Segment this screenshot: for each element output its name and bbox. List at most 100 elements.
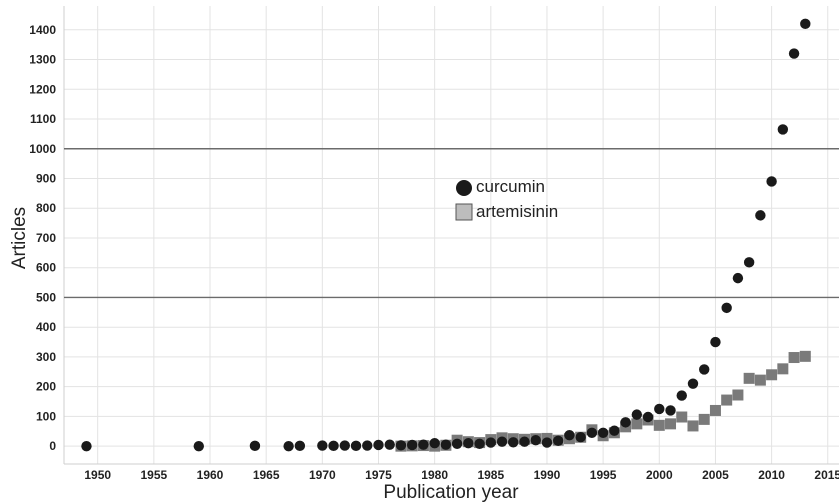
curcumin-point: [676, 390, 687, 401]
y-tick-label: 1200: [29, 82, 56, 96]
y-tick-label: 700: [36, 231, 56, 245]
artemisinin-point: [754, 374, 766, 386]
artemisinin-point: [732, 389, 744, 401]
curcumin-point: [530, 435, 541, 446]
artemisinin-point: [631, 418, 643, 430]
y-tick-label: 1100: [30, 112, 56, 126]
artemisinin-point: [709, 404, 721, 416]
y-tick-label: 600: [36, 261, 56, 275]
reference-lines: [64, 148, 839, 299]
curcumin-point: [463, 437, 474, 449]
curcumin-point: [451, 438, 463, 449]
legend-label-curcumin: curcumin: [476, 177, 545, 196]
curcumin-point: [743, 257, 755, 268]
x-tick-label: 1970: [309, 468, 336, 482]
artemisinin-point: [665, 418, 677, 430]
legend-marker-artemisinin: [455, 203, 473, 221]
curcumin-point: [800, 18, 811, 30]
curcumin-point: [406, 439, 418, 451]
y-tick-label: 1400: [29, 23, 56, 37]
curcumin-point: [631, 409, 643, 420]
x-tick-label: 2015: [814, 468, 839, 482]
artemisinin-point: [653, 419, 665, 431]
artemisinin-point: [777, 363, 789, 375]
y-tick-label: 900: [36, 171, 56, 185]
y-tick-label: 300: [36, 350, 56, 364]
y-axis-title: Articles: [9, 207, 30, 269]
x-tick-label: 1985: [477, 468, 504, 482]
curcumin-point: [395, 440, 407, 451]
curcumin-point: [496, 436, 508, 447]
artemisinin-point: [676, 411, 688, 423]
curcumin-point: [597, 427, 609, 438]
curcumin-point: [710, 336, 721, 348]
legend-marker-curcumin: [456, 180, 472, 196]
curcumin-point: [687, 378, 699, 389]
x-tick-label: 2005: [702, 468, 729, 482]
curcumin-point: [317, 440, 328, 451]
y-tick-label: 800: [36, 201, 56, 215]
curcumin-point: [654, 403, 665, 415]
artemisinin-point: [721, 394, 733, 406]
curcumin-point: [81, 440, 92, 452]
curcumin-point: [541, 437, 553, 448]
curcumin-point: [350, 440, 362, 452]
y-tick-label: 100: [36, 409, 56, 423]
artemisinin-point: [766, 369, 778, 381]
curcumin-point: [508, 437, 519, 448]
x-tick-label: 2000: [646, 468, 673, 482]
curcumin-point: [642, 411, 654, 423]
y-tick-label: 0: [49, 439, 56, 453]
artemisinin-point: [698, 413, 710, 425]
legend-label-artemisinin: artemisinin: [476, 202, 558, 221]
curcumin-point: [328, 440, 339, 452]
curcumin-point: [553, 435, 564, 447]
y-tick-label: 1300: [29, 53, 56, 67]
legend: curcumin artemisinin: [455, 177, 558, 221]
x-tick-label: 1990: [534, 468, 561, 482]
x-tick-label: 1975: [365, 468, 392, 482]
curcumin-point: [429, 437, 440, 449]
curcumin-point: [788, 48, 800, 59]
x-tick-label: 1980: [421, 468, 448, 482]
curcumin-point: [373, 439, 384, 451]
x-tick-label: 1950: [84, 468, 111, 482]
curcumin-point: [609, 425, 620, 436]
curcumin-point: [384, 439, 395, 450]
curcumin-point: [485, 437, 497, 448]
curcumin-point: [755, 210, 766, 221]
x-tick-label: 1955: [141, 468, 168, 482]
x-tick-label: 2010: [758, 468, 785, 482]
y-tick-label: 200: [36, 380, 56, 394]
curcumin-point: [193, 440, 204, 452]
x-axis-title: Publication year: [383, 482, 519, 502]
curcumin-point: [620, 417, 631, 428]
y-tick-label: 1000: [29, 142, 56, 156]
curcumin-point: [362, 440, 373, 451]
curcumin-point: [440, 439, 452, 450]
artemisinin-point: [788, 352, 800, 364]
artemisinin-point: [799, 350, 811, 362]
artemisinin-point: [743, 372, 755, 384]
y-tick-label: 400: [36, 320, 56, 334]
artemisinin-point: [687, 420, 699, 432]
curcumin-point: [721, 302, 732, 314]
curcumin-point: [777, 124, 789, 135]
x-axis-ticks: 1950 1955 1960 1965 1970 1975 1980 1985 1990 1995…: [84, 468, 839, 482]
curcumin-point: [575, 432, 586, 443]
curcumin-point: [474, 438, 485, 449]
curcumin-point: [699, 364, 710, 375]
curcumin-point: [564, 429, 575, 441]
y-axis-ticks: 0 100 200 300 400 500 600 700 800 900 1000 1100 1200…: [29, 23, 56, 453]
curcumin-point: [732, 272, 744, 284]
x-tick-label: 1965: [253, 468, 280, 482]
data-points: [81, 18, 811, 452]
curcumin-point: [418, 439, 429, 450]
curcumin-point: [283, 440, 294, 452]
y-tick-label: 500: [36, 290, 56, 304]
x-tick-label: 1960: [197, 468, 224, 482]
curcumin-point: [294, 440, 306, 452]
curcumin-point: [665, 405, 676, 416]
curcumin-point: [586, 427, 598, 438]
